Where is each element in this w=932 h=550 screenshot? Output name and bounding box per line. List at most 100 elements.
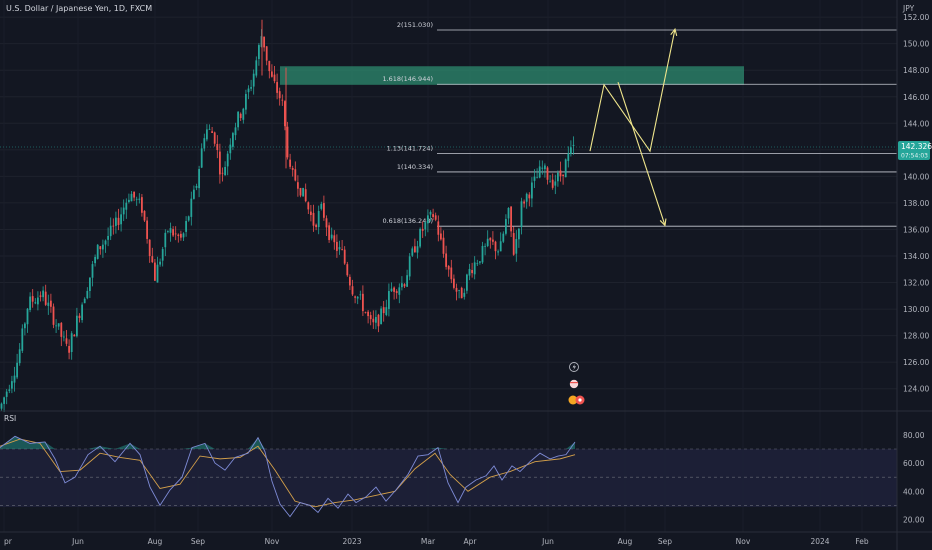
candle-body — [325, 218, 328, 228]
candle-body — [562, 174, 564, 177]
candle-body — [284, 101, 286, 127]
candle-body — [34, 302, 37, 304]
candle-body — [403, 284, 406, 287]
rsi-tick-label: 40.00 — [903, 487, 925, 496]
candle-body — [63, 336, 65, 338]
candle-body — [24, 323, 26, 329]
candle-body — [242, 108, 245, 120]
candle-body — [398, 287, 401, 295]
candle-body — [203, 138, 206, 149]
candle-body — [432, 214, 434, 218]
earnings-icon — [568, 395, 578, 405]
candle-body — [55, 325, 57, 327]
candle-body — [559, 170, 562, 177]
candle-body — [89, 277, 91, 292]
candle-body — [265, 46, 268, 61]
candle-body — [0, 403, 3, 409]
price-tick-label: 130.00 — [903, 305, 929, 314]
candle-body — [109, 225, 112, 237]
price-tag-price: 142.326 — [901, 142, 932, 151]
candle-body — [91, 264, 94, 278]
candle-body — [512, 233, 515, 255]
candle-body — [39, 295, 42, 297]
price-tick-label: 134.00 — [903, 252, 929, 261]
candle-body — [120, 214, 122, 225]
candle-body — [338, 247, 341, 250]
fib-level-label: 2(151.030) — [397, 21, 433, 29]
candle-body — [388, 291, 390, 309]
candles — [0, 19, 575, 413]
candle-body — [351, 286, 354, 295]
candle-body — [523, 201, 525, 204]
time-tick-label: Aug — [148, 537, 163, 546]
rsi-panel — [0, 435, 897, 518]
candle-body — [356, 296, 359, 299]
candle-body — [364, 312, 367, 314]
candle-body — [96, 244, 99, 259]
candle-body — [502, 233, 505, 242]
candle-body — [29, 296, 31, 310]
candle-body — [424, 222, 427, 230]
candle-body — [148, 239, 151, 256]
candle-body — [213, 132, 216, 144]
candle-body — [304, 189, 307, 202]
currency-label: JPY — [902, 4, 915, 13]
candle-body — [570, 147, 572, 155]
candle-body — [346, 264, 349, 276]
candle-body — [450, 267, 453, 280]
price-tick-label: 124.00 — [903, 385, 929, 394]
candle-body — [83, 298, 86, 304]
time-tick-label: Feb — [855, 537, 869, 546]
time-tick-label: Sep — [658, 537, 672, 546]
candle-body — [343, 249, 346, 264]
candle-body — [76, 315, 78, 337]
rsi-label: RSI — [4, 414, 16, 423]
candle-body — [237, 111, 239, 128]
candle-body — [206, 129, 208, 140]
candle-body — [297, 182, 299, 189]
candle-body — [102, 244, 104, 250]
candle-body — [65, 338, 68, 344]
price-tick-label: 128.00 — [903, 332, 929, 341]
fib-level-label: 1.618(146.944) — [382, 75, 433, 83]
candle-body — [442, 237, 445, 254]
candle-body — [359, 294, 362, 296]
fib-level-label: 0.618(136.248) — [382, 217, 433, 225]
candle-body — [510, 206, 512, 232]
candle-body — [78, 315, 81, 319]
rsi-overbought-fill — [438, 447, 448, 449]
price-tick-label: 146.00 — [903, 93, 929, 102]
candle-body — [367, 311, 369, 317]
candle-body — [172, 229, 174, 236]
event-icons[interactable] — [568, 362, 585, 405]
candle-body — [476, 263, 479, 265]
candle-body — [70, 333, 73, 353]
price-tick-label: 148.00 — [903, 66, 929, 75]
price-tick-label: 150.00 — [903, 40, 929, 49]
fib-levels[interactable]: 2(151.030) 1.618(146.944) 1.13(141.724) 1(1… — [382, 21, 897, 227]
candle-body — [286, 126, 289, 158]
us-flag-stripe — [570, 382, 578, 384]
candle-body — [393, 287, 395, 292]
price-axis[interactable]: 124.00 126.00 128.00 130.00 132.00 134.00 136.… — [903, 13, 929, 394]
price-tick-label: 152.00 — [903, 13, 929, 22]
candle-body — [146, 220, 148, 239]
candle-body — [330, 234, 333, 239]
candle-body — [252, 73, 255, 87]
candle-body — [385, 307, 388, 315]
candle-body — [411, 248, 414, 256]
candle-body — [193, 189, 195, 199]
rsi-tick-label: 20.00 — [903, 516, 925, 525]
time-axis[interactable]: pr Jun Aug Sep Nov 2023 Mar Apr Jun Aug Sep Nov 2024… — [4, 537, 869, 546]
candle-body — [125, 202, 128, 210]
candle-body — [317, 211, 320, 228]
candle-body — [307, 202, 310, 210]
candle-body — [26, 308, 29, 325]
candle-body — [68, 345, 70, 353]
candle-body — [239, 113, 242, 118]
rsi-overbought-fill — [100, 446, 115, 449]
candle-body — [354, 296, 356, 298]
candle-body — [489, 237, 492, 241]
projection-arrows[interactable] — [589, 27, 678, 227]
